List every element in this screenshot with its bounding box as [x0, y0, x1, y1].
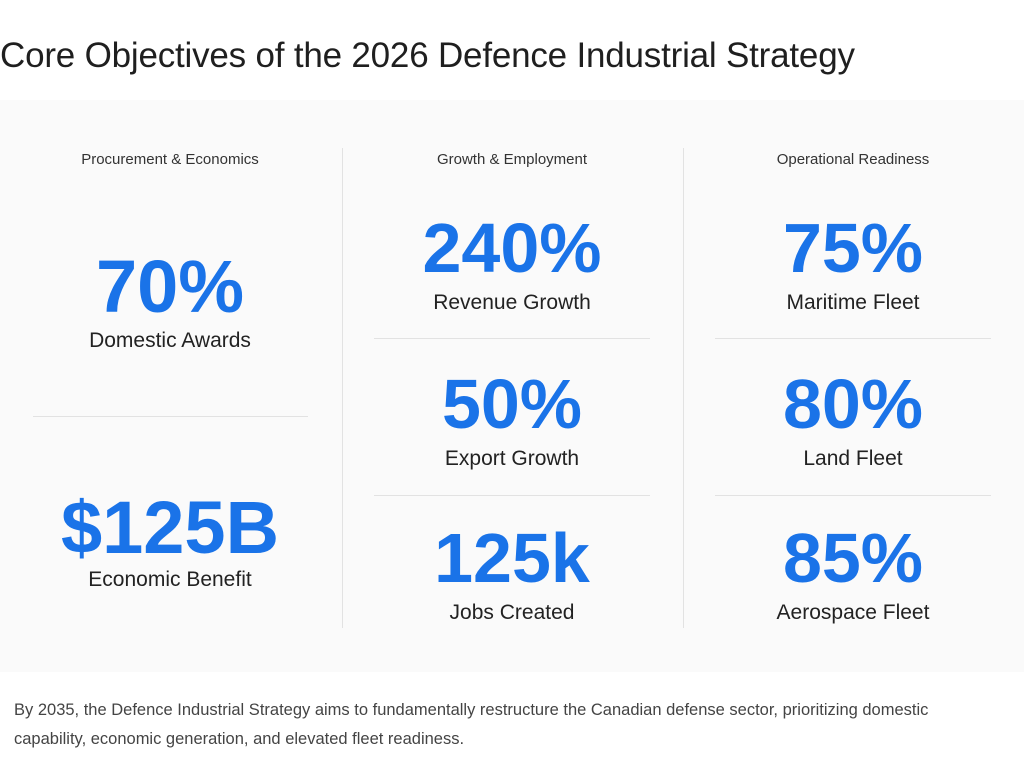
metric-value: 70%: [95, 245, 245, 328]
metric-value: 75%: [782, 209, 924, 287]
metric-value: 240%: [422, 209, 602, 287]
row-divider: [715, 338, 991, 339]
metric-label: Domestic Awards: [89, 329, 251, 352]
column-header-procurement: Procurement & Economics: [81, 151, 259, 168]
column-header-growth: Growth & Employment: [436, 151, 588, 168]
caption: By 2035, the Defence Industrial Strategy…: [14, 701, 929, 748]
metric-value: $125B: [60, 486, 280, 569]
row-divider: [33, 416, 308, 417]
metric-label: Export Growth: [444, 447, 580, 470]
column-divider: [342, 148, 343, 628]
infographic-panel: [0, 100, 1024, 672]
column-header-readiness: Operational Readiness: [776, 151, 930, 168]
page-title: Core Objectives of the 2026 Defence Indu…: [0, 36, 855, 75]
metric-value: 50%: [441, 365, 583, 443]
row-divider: [374, 338, 650, 339]
metric-value: 125k: [434, 519, 590, 597]
column-divider: [683, 148, 684, 628]
metric-label: Jobs Created: [449, 601, 575, 624]
metric-label: Land Fleet: [803, 447, 903, 470]
metric-label: Aerospace Fleet: [776, 601, 930, 624]
metric-value: 85%: [782, 519, 924, 597]
metric-label: Revenue Growth: [433, 291, 591, 314]
row-divider: [374, 495, 650, 496]
metric-label: Maritime Fleet: [786, 291, 920, 314]
metric-value: 80%: [782, 365, 924, 443]
metric-label: Economic Benefit: [88, 568, 252, 591]
row-divider: [715, 495, 991, 496]
